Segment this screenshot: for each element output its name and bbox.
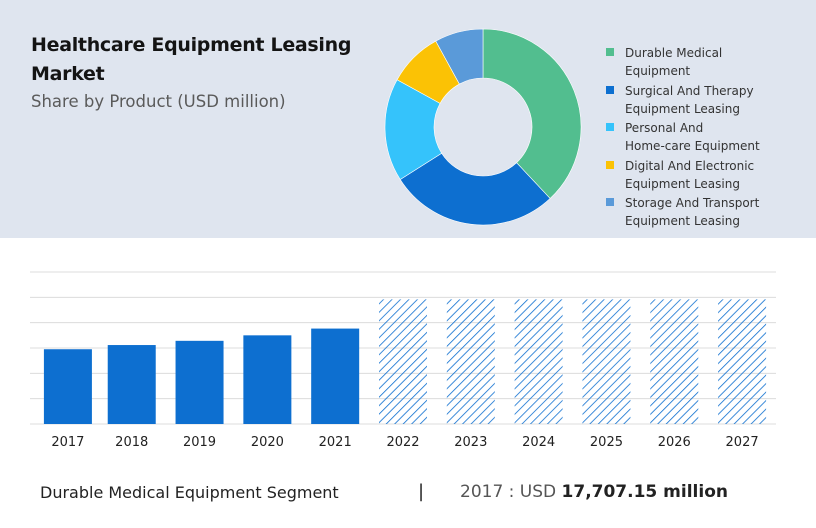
bar-chart: 2017 2018 2019 2020 2021 2022 2023 2024 2025 2026… xyxy=(30,271,776,450)
segment-amount: 17,707.15 million xyxy=(561,482,728,502)
legend-swatch xyxy=(606,85,614,94)
bar-2021 xyxy=(311,328,360,424)
donut-slice-0 xyxy=(482,28,582,199)
tick-label-2022: 2022 xyxy=(386,435,419,450)
bar-2020 xyxy=(243,335,292,424)
segment-label: Durable Medical Equipment Segment xyxy=(40,483,339,502)
footer-divider: | xyxy=(418,481,425,502)
donut-slice-4 xyxy=(435,28,484,85)
tick-label-2027: 2027 xyxy=(726,435,759,450)
legend-item-3: Digital And Electronic Equipment Leasing xyxy=(606,157,806,195)
donut-slice-1 xyxy=(399,152,551,226)
bar-forecast-2023 xyxy=(446,299,495,424)
legend-swatch xyxy=(606,160,614,169)
legend-swatch xyxy=(606,48,614,56)
tick-label-2026: 2026 xyxy=(658,435,691,450)
bar-forecast-2027 xyxy=(718,299,767,424)
tick-label-2018: 2018 xyxy=(115,435,148,450)
legend-item-1: Surgical And Therapy Equipment Leasing xyxy=(606,82,806,120)
bar-forecast-2022 xyxy=(379,299,427,424)
legend-swatch xyxy=(606,198,614,206)
bar-2019 xyxy=(175,340,224,424)
bar-forecast-2024 xyxy=(514,299,563,424)
tick-label-2020: 2020 xyxy=(251,435,284,450)
donut-chart xyxy=(384,28,582,226)
chart-subtitle: Share by Product (USD million) xyxy=(31,92,286,111)
chart-title: Healthcare Equipment Leasing Market xyxy=(31,34,352,85)
bar-forecast-2025 xyxy=(582,299,631,424)
donut-legend: Durable Medical Equipment Surgical And Th… xyxy=(606,44,806,232)
legend-item-2: Personal And Home-care Equipment xyxy=(606,119,806,157)
tick-label-2021: 2021 xyxy=(319,435,352,450)
bar-2017 xyxy=(43,349,92,424)
tick-label-2025: 2025 xyxy=(590,435,623,450)
legend-label: Storage And Transport Equipment Leasing xyxy=(625,196,760,228)
legend-label: Personal And Home-care Equipment xyxy=(625,121,760,153)
legend-label: Durable Medical Equipment xyxy=(625,46,723,78)
legend-swatch xyxy=(606,123,614,131)
bar-2018 xyxy=(107,345,156,424)
tick-label-2024: 2024 xyxy=(522,435,555,450)
tick-label-2017: 2017 xyxy=(51,435,84,450)
legend-label: Surgical And Therapy Equipment Leasing xyxy=(625,83,754,116)
segment-year: 2017 : USD xyxy=(460,482,562,502)
segment-value: 2017 : USD 17,707.15 million xyxy=(460,482,728,502)
legend-item-0: Durable Medical Equipment xyxy=(606,44,806,82)
legend-label: Digital And Electronic Equipment Leasing xyxy=(625,158,755,191)
bar-forecast-2026 xyxy=(650,299,699,424)
legend-item-4: Storage And Transport Equipment Leasing xyxy=(606,194,806,232)
tick-label-2019: 2019 xyxy=(183,435,216,450)
tick-label-2023: 2023 xyxy=(454,435,487,450)
